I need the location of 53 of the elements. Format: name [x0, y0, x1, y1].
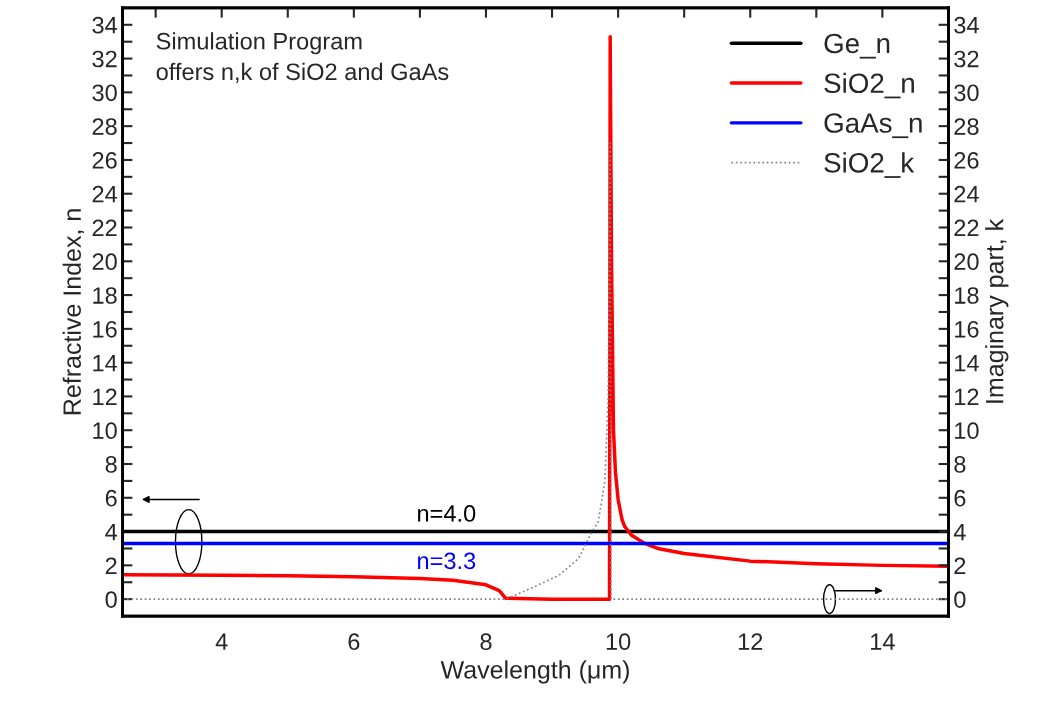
y2-tick-label: 18: [955, 287, 979, 304]
x-axis-title: Wavelength (μm): [440, 660, 629, 684]
x-tick-label: 14: [871, 633, 895, 650]
legend-label: Ge_n: [824, 33, 890, 59]
x-tick-label: 6: [348, 633, 360, 651]
y-tick-label: 34: [92, 16, 118, 34]
y2-tick-label: 30: [954, 84, 979, 102]
y-tick-label: 10: [93, 422, 117, 440]
y2-tick-label: 34: [954, 16, 979, 34]
y-tick-label: 18: [93, 287, 117, 304]
y2-tick-label: 4: [953, 523, 966, 541]
y2-tick-label: 16: [955, 320, 979, 338]
x-tick-label: 12: [738, 633, 763, 650]
legend-label: SiO2_n: [824, 72, 914, 99]
x-tick-label: 8: [480, 633, 492, 651]
y2-tick-label: 28: [954, 118, 979, 135]
y-tick-label: 2: [105, 557, 117, 574]
y2-tick-label: 0: [954, 591, 966, 608]
annotation: n=3.3: [418, 552, 476, 570]
y-tick-label: 22: [92, 219, 117, 237]
annotation: Simulation Program offers n,k of SiO2 and GaAs: [156, 32, 449, 83]
y2-tick-label: 8: [954, 456, 966, 473]
y2-tick-label: 14: [955, 354, 979, 372]
x-tick-label: 4: [215, 633, 228, 650]
y-tick-label: 16: [93, 320, 117, 338]
y-tick-label: 14: [93, 354, 118, 372]
y2-axis-title: Imaginary part, k: [985, 218, 1009, 403]
y2-tick-label: 12: [955, 388, 979, 405]
legend-label: GaAs_n: [824, 113, 922, 139]
y2-tick-label: 26: [954, 152, 979, 169]
y-tick-label: 28: [92, 118, 117, 135]
y-tick-label: 26: [92, 152, 117, 169]
line-series: [122, 34, 949, 601]
y-tick-label: 4: [105, 523, 118, 541]
y2-tick-label: 32: [954, 50, 979, 68]
y-tick-label: 6: [105, 489, 117, 507]
y-tick-label: 0: [105, 591, 117, 608]
y2-tick-label: 10: [955, 422, 979, 440]
x-tick-label: 10: [606, 633, 631, 651]
y-axis-title: Refractive Index, n: [62, 209, 84, 415]
y2-tick-label: 2: [954, 557, 966, 574]
y-tick-label: 24: [92, 185, 118, 203]
y2-tick-label: 6: [954, 489, 966, 507]
y2-tick-label: 22: [954, 219, 979, 237]
y-tick-label: 8: [105, 456, 117, 473]
y-tick-label: 20: [92, 253, 117, 271]
legend-label: SiO2_k: [824, 152, 915, 178]
annotation: n=4.0: [418, 505, 476, 522]
y2-tick-label: 20: [954, 253, 979, 271]
y-tick-label: 32: [92, 50, 117, 68]
y-tick-label: 30: [92, 84, 117, 102]
y-tick-label: 12: [93, 388, 117, 405]
y2-tick-label: 24: [954, 185, 979, 203]
